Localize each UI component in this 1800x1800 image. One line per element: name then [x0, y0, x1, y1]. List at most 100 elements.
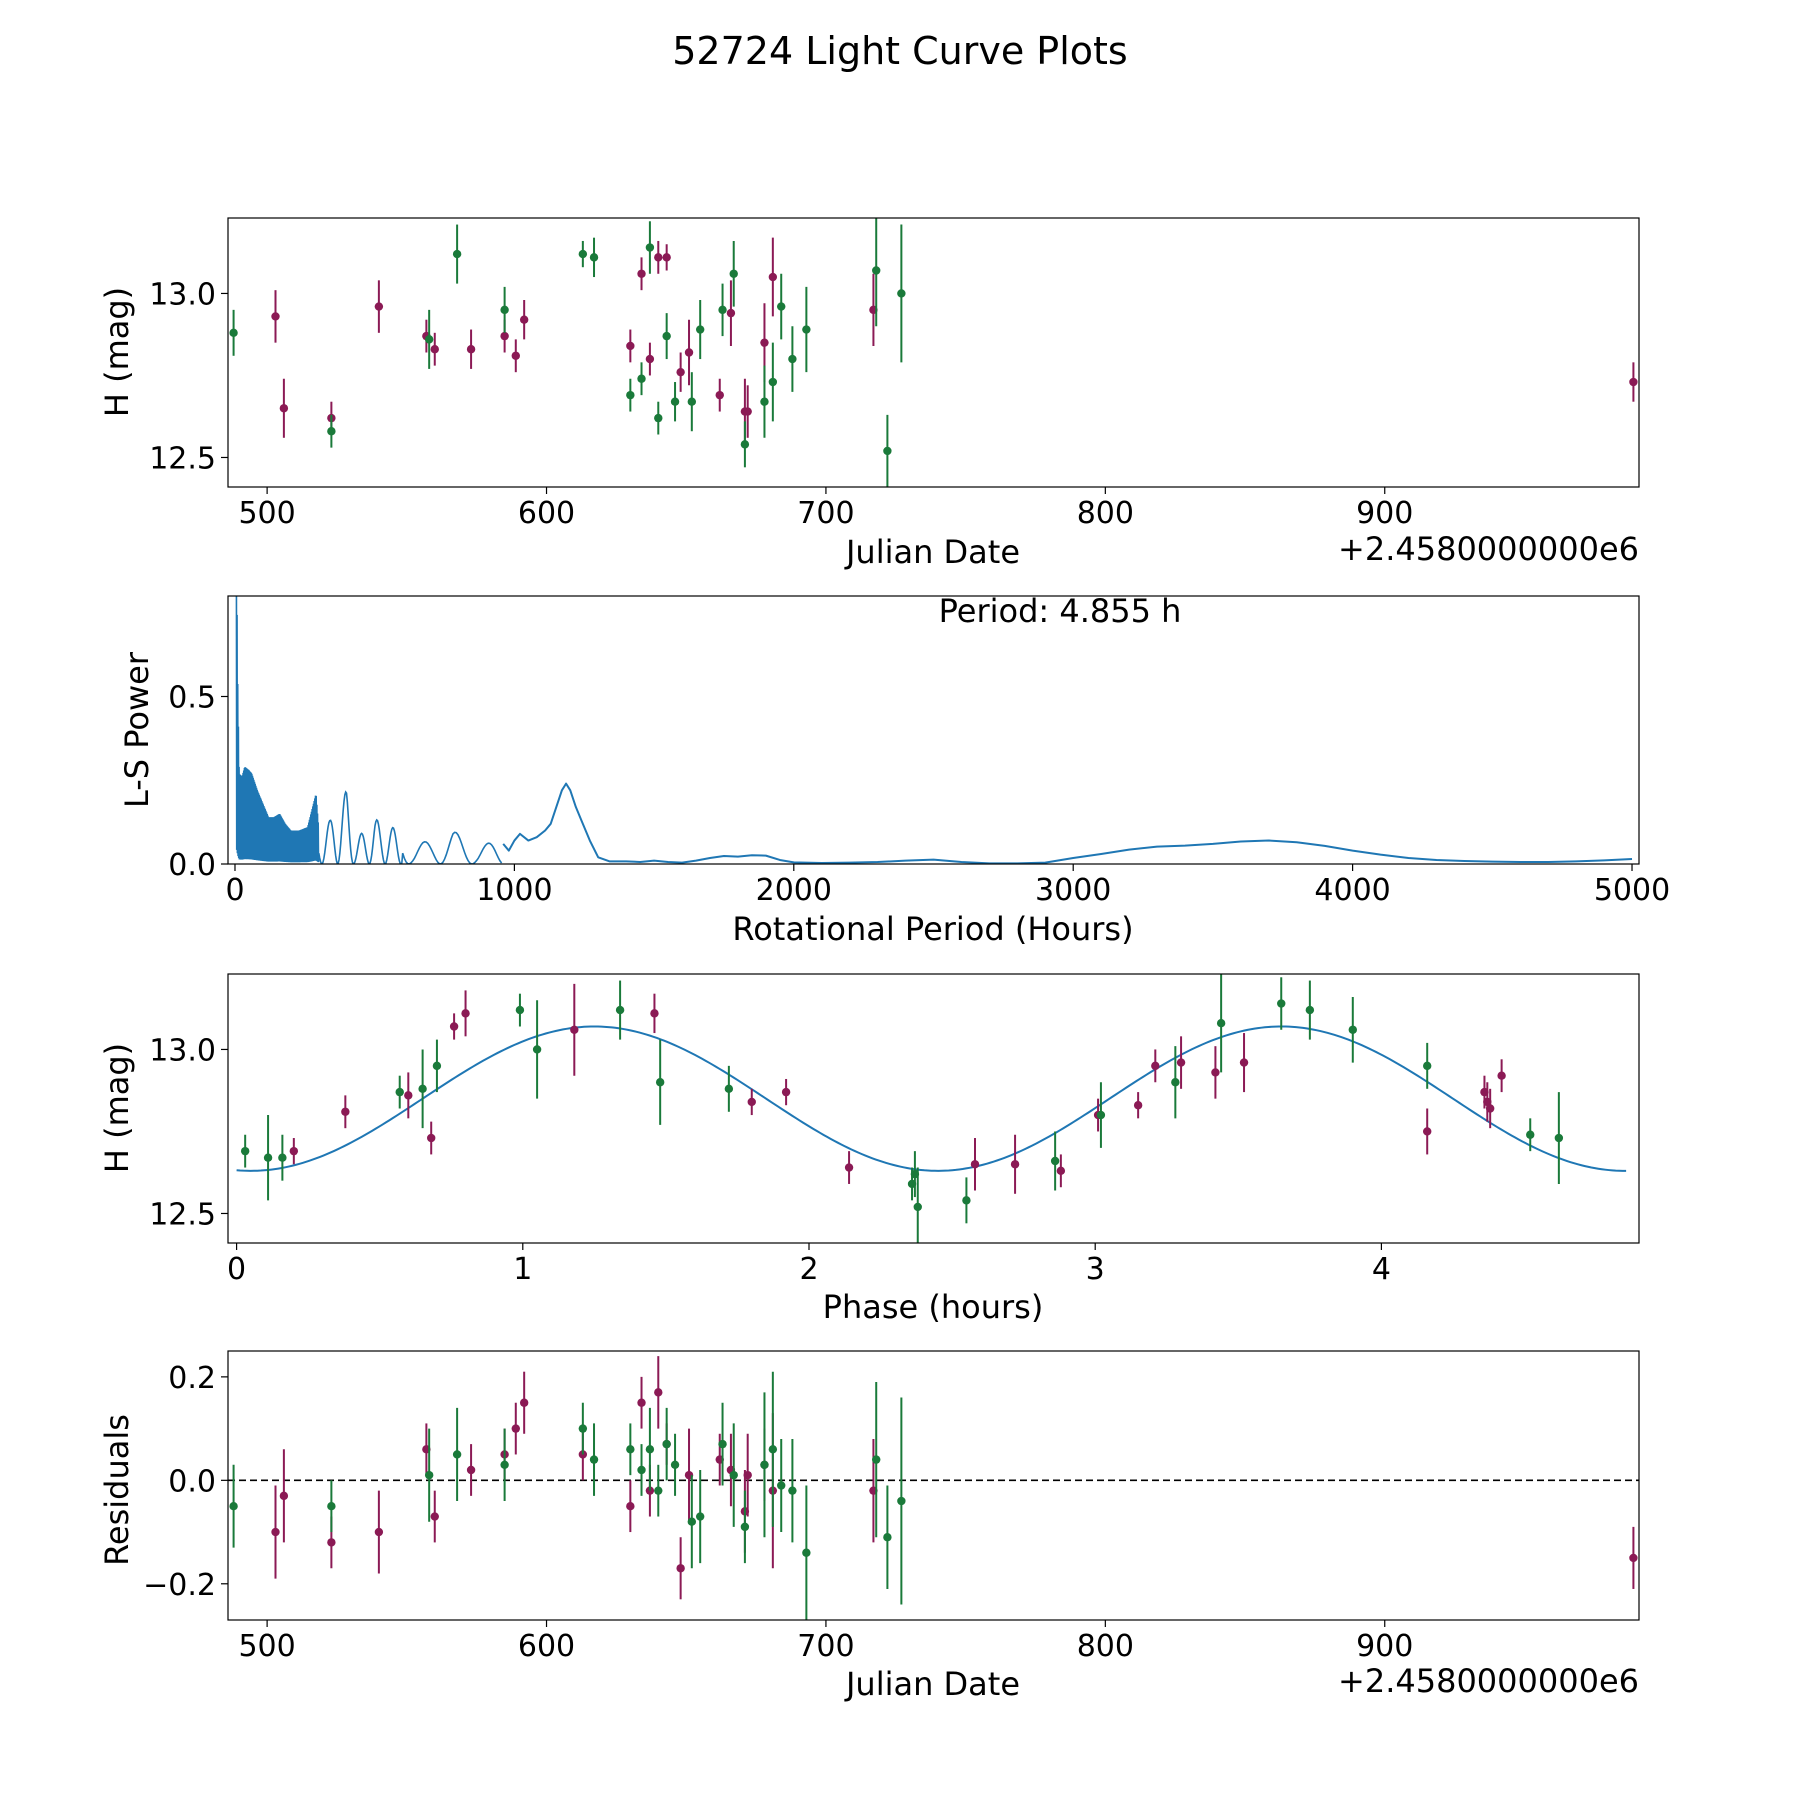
ls-periodogram-line [502, 782, 1633, 864]
lc-point-red [637, 269, 646, 278]
phase-point-green [1305, 1005, 1315, 1015]
resid-ytick-label: 0.2 [168, 1361, 216, 1396]
resid-point-green [872, 1455, 881, 1464]
resid-ylabel: Residuals [98, 1414, 136, 1566]
phase-point-green [1096, 1110, 1106, 1120]
resid-xtick-label: 900 [1356, 1629, 1413, 1664]
ls-ylabel: L-S Power [118, 651, 156, 808]
phase-point-red [570, 1025, 579, 1034]
lc-point-green [589, 253, 599, 262]
lc-xtick-label: 600 [518, 496, 575, 531]
lc-xtick-label: 700 [797, 496, 854, 531]
phase-point-red [747, 1097, 756, 1107]
phase-xtick-label: 0 [227, 1252, 246, 1287]
lc-point-green [645, 243, 655, 252]
resid-xtick-label: 600 [518, 1629, 575, 1664]
lc-point-red [760, 338, 769, 347]
resid-data-layer: 500 600 700 800 900 −0.2 0.0 0.2 [143, 1356, 1639, 1664]
lc-xtick-label: 900 [1356, 496, 1413, 531]
phase-point-green [655, 1078, 665, 1087]
ls-xtick-label: 3000 [1035, 873, 1111, 908]
lc-point-red [466, 345, 476, 354]
lc-xtick-label: 800 [1077, 496, 1134, 531]
phase-point-red [1176, 1058, 1186, 1067]
phase-xtick-label: 2 [799, 1252, 818, 1287]
phase-point-red [1239, 1058, 1249, 1067]
lc-point-red [500, 331, 509, 341]
resid-point-red [743, 1470, 752, 1480]
resid-xlabel: Julian Date [844, 1665, 1020, 1703]
resid-point-green [645, 1445, 655, 1454]
panel-light-curve: 500 600 700 800 900 12.5 13.0 Julian Date +2.4… [98, 217, 1640, 571]
panel-periodogram: 0 1000 2000 3000 4000 5000 0.0 0.5 Period: 4.85… [118, 592, 1670, 948]
lc-point-green [788, 354, 797, 364]
phase-point-green [962, 1196, 971, 1205]
resid-point-green [897, 1496, 906, 1506]
phase-xtick-label: 3 [1086, 1252, 1105, 1287]
lc-point-green [654, 413, 663, 423]
ls-periodogram-short-line [235, 596, 503, 864]
lc-point-red [626, 341, 635, 351]
resid-point-green [768, 1445, 778, 1454]
resid-point-green [777, 1481, 786, 1490]
resid-point-green [626, 1445, 635, 1454]
resid-point-green [695, 1512, 705, 1521]
ls-period-annotation: Period: 4.855 h [939, 592, 1182, 630]
ls-axes-frame [227, 595, 1640, 865]
lc-point-red [511, 351, 520, 360]
resid-point-green [424, 1470, 434, 1480]
lc-point-red [374, 302, 384, 311]
resid-point-green [670, 1460, 680, 1470]
phase-point-green [1348, 1025, 1357, 1034]
phase-point-red [650, 1009, 659, 1018]
panel-residuals: 500 600 700 800 900 −0.2 0.0 0.2 Julian Date +2… [98, 1350, 1640, 1703]
phase-axes-frame [227, 973, 1640, 1244]
resid-point-red [519, 1398, 529, 1407]
phase-point-red [970, 1160, 980, 1169]
lc-point-red [654, 253, 663, 262]
resid-xtick-label: 500 [238, 1629, 295, 1664]
phase-point-red [427, 1133, 436, 1143]
lc-point-green [777, 302, 786, 311]
phase-xtick-label: 4 [1372, 1252, 1391, 1287]
lc-point-green [872, 266, 881, 275]
lc-point-green [327, 427, 336, 436]
resid-point-green [760, 1460, 769, 1470]
lc-point-green [452, 249, 462, 259]
phase-point-green [913, 1202, 922, 1212]
resid-offset-label: +2.4580000000e6 [1338, 1662, 1639, 1700]
lc-point-red [676, 367, 685, 377]
phase-point-green [1171, 1078, 1180, 1087]
resid-point-red [466, 1465, 476, 1475]
phase-point-red [781, 1087, 791, 1097]
resid-point-red [676, 1564, 685, 1573]
ls-data-layer: 0 1000 2000 3000 4000 5000 0.0 0.5 [168, 596, 1670, 908]
lc-point-green [662, 331, 671, 341]
lc-point-red [430, 345, 439, 354]
ls-xtick-label: 2000 [756, 873, 832, 908]
phase-point-red [289, 1146, 299, 1156]
resid-point-green [788, 1486, 797, 1495]
resid-axes-frame [227, 1350, 1640, 1621]
resid-point-green [654, 1486, 663, 1495]
resid-point-green [578, 1424, 588, 1433]
resid-ytick-label: 0.0 [168, 1464, 216, 1499]
resid-xtick-label: 800 [1077, 1629, 1134, 1664]
phase-point-green [1050, 1156, 1060, 1166]
resid-point-red [374, 1527, 384, 1537]
phase-point-green [615, 1005, 625, 1015]
lc-point-green [695, 325, 705, 334]
resid-point-green [740, 1522, 750, 1532]
lc-point-green [424, 335, 434, 344]
resid-point-red [271, 1527, 280, 1537]
lc-point-green [802, 325, 811, 334]
resid-points [229, 1356, 1638, 1620]
phase-ytick-label: 12.5 [149, 1197, 216, 1232]
phase-point-green [395, 1087, 404, 1097]
phase-point-red [461, 1009, 470, 1018]
phase-point-green [240, 1146, 250, 1156]
phase-point-green [515, 1005, 525, 1015]
lc-point-green [670, 397, 680, 406]
ls-ytick-label: 0.5 [168, 681, 216, 716]
ls-ytick-label: 0.0 [168, 848, 216, 883]
